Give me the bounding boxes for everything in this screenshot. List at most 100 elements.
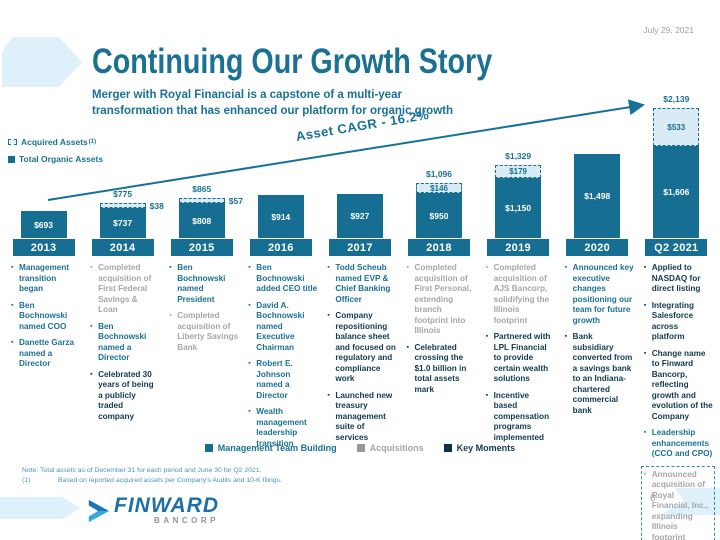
finward-logo: FINWARD BANCORP [86,494,219,525]
milestone-item: ▪ Ben Bochnowski named COO [11,301,80,333]
bar-area: $1,329 $179 $1,150 [479,85,558,238]
bar-2016: $914 [257,195,304,238]
year-label-2016: 2016 [249,239,312,256]
legend-item-key: Key Moments [443,443,516,453]
year-label-q2-2021: Q2 2021 [645,239,708,256]
legend-swatch-icon [443,444,452,452]
milestone-text: Announced key executive changes position… [572,263,634,325]
footnote-line-1: Note: Total assets as of December 31 for… [22,467,262,474]
footnote: Note: Total assets as of December 31 for… [22,466,282,486]
bullet-icon: ▪ [90,322,93,330]
bullet-icon: ▪ [564,333,568,340]
milestone-text: Completed acquisition of Liberty Savings… [177,311,239,352]
milestone-text: Todd Scheub named EVP & Chief Banking Of… [335,263,391,304]
milestone-item: ▪ Ben Bochnowski named a Director [90,322,159,364]
milestone-item: ▪ Celebrated crossing the $1.0 billion in… [406,343,475,396]
milestone-item: ▪ Ben Bochnowski added CEO title [248,263,317,295]
milestone-item: ▪ Announced acquisition of Royal Financia… [644,470,712,540]
milestone-text: Bank subsidiary converted from a savings… [572,332,633,415]
page-title: Continuing Our Growth Story [92,42,493,81]
decorative-arrow-top-left [2,37,82,87]
bullet-icon: ▪ [643,301,647,309]
milestone-item: ▪ Completed acquisition of AJS Bancorp, s… [486,263,555,326]
bullet-icon: ▪ [248,408,251,415]
milestone-text: Ben Bochnowski added CEO title [256,263,318,293]
milestone-text: Completed acquisition of First Federal S… [98,263,152,314]
bullet-icon: ▪ [169,312,172,319]
logo-name: FINWARD [114,494,219,517]
milestone-text: Management transition began [19,263,70,293]
acquired-assets-segment: $179 [495,165,542,178]
bar-area: $693 [4,85,83,238]
timeline-columns: $693 2013 ▪ Management transition began ▪ Ben… [4,85,716,540]
year-label-2017: 2017 [328,239,391,256]
milestone-item: ▪ Incentive based compensation programs i… [486,391,555,444]
milestone-text: Partnered with LPL Financial to provide … [493,332,551,383]
milestone-item: ▪ Robert E. Johnson named a Director [248,359,317,401]
bullet-icon: ▪ [11,264,14,271]
bullet-icon: ▪ [485,333,489,340]
milestone-text: Leadership enhancements (CCO and CPO) [651,428,713,458]
organic-assets-segment: $737 [99,208,146,238]
bullet-icon: ▪ [406,343,409,351]
finward-chevron-icon [88,499,110,523]
milestone-item: ▪ Celebrated 30 years of being a publicly… [90,370,159,423]
milestone-item: ▪ Bank subsidiary converted from a saving… [565,332,634,416]
milestone-list: ▪ Applied to NASDAQ for direct listing ▪ In… [637,256,716,540]
timeline-column-2015: $865 $57 $808 2015 ▪ Ben Bochnowski named Pre… [162,85,243,540]
milestone-list: ▪ Announced key executive changes positio… [558,256,637,422]
bullet-icon: ▪ [327,312,330,319]
milestone-text: Celebrated 30 years of being a publicly … [98,369,154,421]
bar-2018: $1,096 $146 $950 [416,169,463,238]
footnote-marker: (1) [22,476,31,484]
bullet-icon: ▪ [327,264,330,271]
milestone-item: ▪ Announced key executive changes positio… [565,263,634,326]
organic-assets-segment: $927 [336,194,383,238]
footnote-line-2-text: Based on reported acquired assets per Co… [58,476,282,484]
legend-label: Acquisitions [369,443,424,453]
bullet-icon: ▪ [327,391,330,399]
organic-assets-segment: $693 [20,211,67,238]
milestone-text: Completed acquisition of AJS Bancorp, so… [493,263,550,325]
milestone-item: ▪ Management transition began [11,263,80,295]
acquired-assets-segment: $146 [416,183,463,193]
year-label-2018: 2018 [408,239,471,256]
organic-assets-swatch-icon [8,155,15,163]
timeline-column-2017: $927 2017 ▪ Todd Scheub named EVP & Chief B… [320,85,399,540]
milestone-text: Integrating Salesforce across platform [651,300,695,342]
milestone-item: ▪ Launched new treasury management suite … [327,391,396,444]
milestone-item: ▪ Leadership enhancements (CCO and CPO) [644,428,713,460]
bar-total-label: $775 [113,189,133,199]
legend-label: Key Moments [456,443,516,453]
milestone-item: ▪ Todd Scheub named EVP & Chief Banking O… [327,263,396,305]
legend-swatch-icon [204,444,213,452]
bar-total-label: $1,096 [426,169,453,179]
organic-assets-segment: $950 [416,193,463,238]
milestone-item: ▪ Wealth management leadership transition [248,407,317,449]
timeline-column-q2-2021: $2,139 $533 $1,606 Q2 2021 ▪ Applied to NASDA… [637,85,716,540]
bar-2017: $927 [336,194,383,238]
bar-2015: $865 $57 $808 [178,184,243,238]
milestone-list: ▪ Management transition began ▪ Ben Bochnow… [4,256,83,376]
timeline-column-2018: $1,096 $146 $950 2018 ▪ Completed acquisition… [399,85,478,540]
bar-area: $775 $38 $737 [83,85,164,238]
milestone-text: Celebrated crossing the $1.0 billion in … [414,342,467,394]
milestone-text: Announced acquisition of Royal Financial… [651,469,709,540]
milestone-item: ▪ Partnered with LPL Financial to provide… [486,332,555,385]
organic-assets-segment: $1,606 [653,146,700,238]
bar-2020: $1,498 [574,154,621,238]
year-label-2013: 2013 [12,239,75,256]
bar-total-label: $1,329 [505,151,532,161]
milestone-list: ▪ Completed acquisition of First Personal… [399,256,478,401]
milestone-text: Ben Bochnowski named President [177,263,226,304]
acquired-assets-side-label: $57 [228,196,243,206]
bullet-icon: ▪ [248,264,251,271]
timeline-column-2013: $693 2013 ▪ Management transition began ▪ Ben… [4,85,83,540]
timeline-column-2016: $914 2016 ▪ Ben Bochnowski added CEO title ▪… [241,85,320,540]
milestone-text: Ben Bochnowski named a Director [98,321,147,363]
milestone-text: Completed acquisition of First Personal,… [414,263,472,335]
acquired-assets-swatch-icon [8,139,17,145]
milestone-text: David A. Bochnowski named Executive Chai… [256,300,305,352]
acquired-assets-segment [178,198,225,203]
footnote-line-2: (1) Based on reported acquired assets per… [22,476,282,486]
